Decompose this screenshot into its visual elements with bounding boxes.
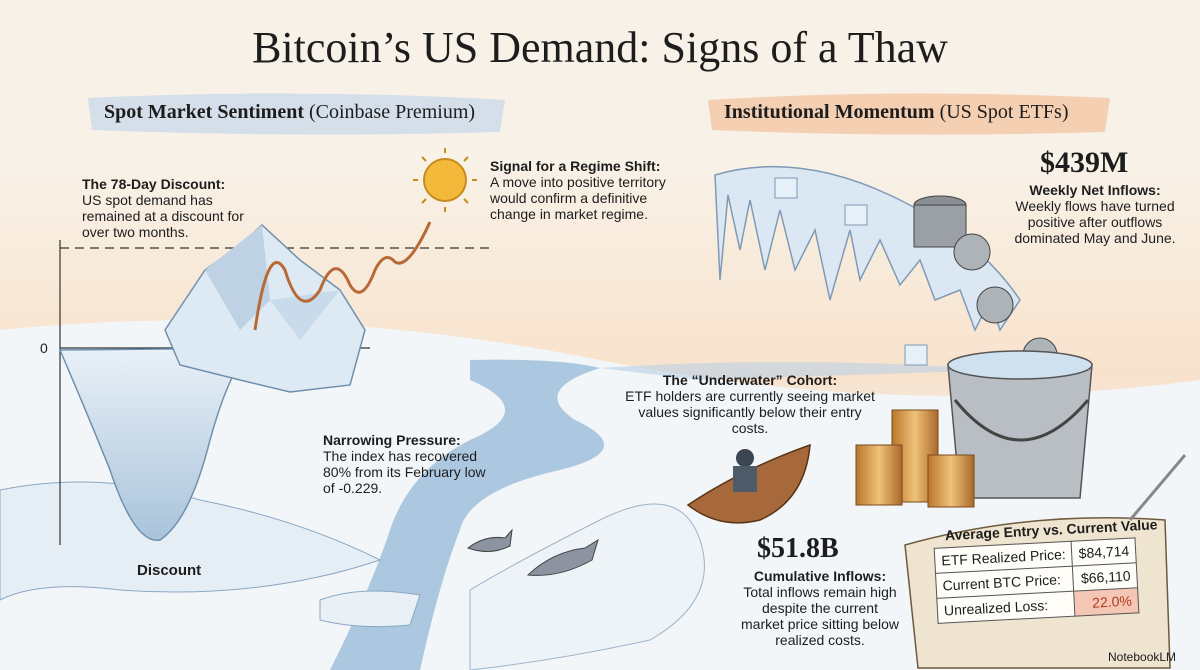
heading: Spot Market Sentiment — [104, 101, 304, 123]
icicles-part — [774, 177, 798, 199]
sun — [413, 148, 477, 212]
ice-floes — [0, 481, 705, 670]
background-part — [0, 320, 1200, 670]
boat — [686, 443, 811, 524]
annotation-body: Total inflows remain high despite the cu… — [741, 584, 899, 648]
coin-stacks-part — [855, 444, 903, 506]
discount-ice-part — [58, 347, 261, 541]
row-value: 22.0% — [1074, 587, 1139, 617]
annotation-body: Weekly flows have turned positive after … — [1014, 198, 1176, 246]
annotation-body: ETF holders are currently seeing market … — [625, 388, 875, 436]
row-value: $66,110 — [1072, 562, 1138, 592]
fish-part — [526, 538, 599, 576]
boat-part — [733, 466, 757, 492]
falling-coins-part — [913, 204, 967, 248]
bucket — [947, 350, 1093, 499]
right-heading: Institutional Momentum (US Spot ETFs) — [724, 101, 1068, 124]
annotation-title: The “Underwater” Cohort: — [662, 372, 838, 388]
premium-line-part — [253, 221, 432, 331]
cumulative-figure: $51.8B — [757, 533, 839, 564]
sun-part-part — [421, 156, 427, 162]
annotation-title: The 78-Day Discount: — [82, 176, 226, 192]
header-washes — [88, 93, 1110, 135]
annotation-body: US spot demand has remained at a discoun… — [82, 192, 244, 240]
bucket-part — [947, 350, 1093, 380]
weekly-figure: $439M — [1040, 146, 1129, 179]
ice-floes-part — [319, 590, 421, 628]
coin-stacks — [855, 409, 975, 508]
sun-part-part — [463, 156, 469, 162]
falling-coins-part — [976, 286, 1014, 324]
annotation: The 78-Day Discount: US spot demand has r… — [82, 176, 247, 240]
coin-stacks-part — [927, 454, 975, 508]
annotation-title: Signal for a Regime Shift: — [490, 158, 661, 174]
fish-part — [466, 528, 513, 552]
annotation-title: Narrowing Pressure: — [323, 432, 461, 448]
row-value: $84,714 — [1071, 537, 1137, 567]
header-washes-part — [708, 93, 1110, 135]
brand: NotebookLM — [1108, 650, 1177, 664]
boat-part — [736, 449, 754, 467]
ice-floes-part — [469, 503, 705, 670]
annotation: Signal for a Regime Shift: A move into po… — [490, 158, 690, 222]
table: ETF Realized Price: $84,714 Current BTC Pr… — [934, 537, 1140, 624]
icicles-part — [904, 344, 928, 366]
heading: Institutional Momentum — [724, 101, 935, 123]
bucket-part — [953, 399, 1090, 442]
annotation-title: Weekly Net Inflows: — [1029, 182, 1161, 198]
subheading: (Coinbase Premium) — [308, 101, 476, 123]
sun-part-part — [421, 198, 427, 204]
icicles-part — [844, 204, 868, 226]
header-washes-part — [88, 93, 505, 135]
value-table: Average Entry vs. Current Value ETF Real… — [933, 516, 1162, 624]
zero-label: 0 — [40, 340, 48, 356]
falling-coins-part — [953, 233, 991, 271]
subheading: (US Spot ETFs) — [939, 101, 1069, 123]
annotation: Narrowing Pressure: The index has recover… — [323, 432, 488, 496]
discount-label: Discount — [137, 562, 202, 579]
iceberg-part — [270, 290, 340, 340]
notebook-part — [1128, 454, 1187, 521]
title: Bitcoin’s US Demand: Signs of a Thaw — [252, 23, 948, 72]
fish — [466, 528, 599, 576]
sun-part — [413, 148, 477, 212]
annotation-body: A move into positive territory would con… — [490, 174, 666, 222]
annotation: Weekly Net Inflows: Weekly flows have tur… — [995, 182, 1195, 246]
annotation-title: Cumulative Inflows: — [753, 568, 887, 584]
annotation-body: The index has recovered 80% from its Feb… — [323, 448, 486, 496]
discount-ice — [58, 347, 261, 541]
left-heading: Spot Market Sentiment (Coinbase Premium) — [104, 101, 475, 124]
iceberg-part — [205, 225, 270, 330]
sun-part — [423, 158, 467, 202]
annotation: Cumulative Inflows: Total inflows remain … — [740, 568, 900, 648]
iceberg — [164, 223, 366, 393]
river-part — [600, 361, 1000, 380]
sun-part-part — [463, 198, 469, 204]
premium-line — [253, 221, 432, 331]
annotation: The “Underwater” Cohort: ETF holders are … — [625, 372, 875, 436]
